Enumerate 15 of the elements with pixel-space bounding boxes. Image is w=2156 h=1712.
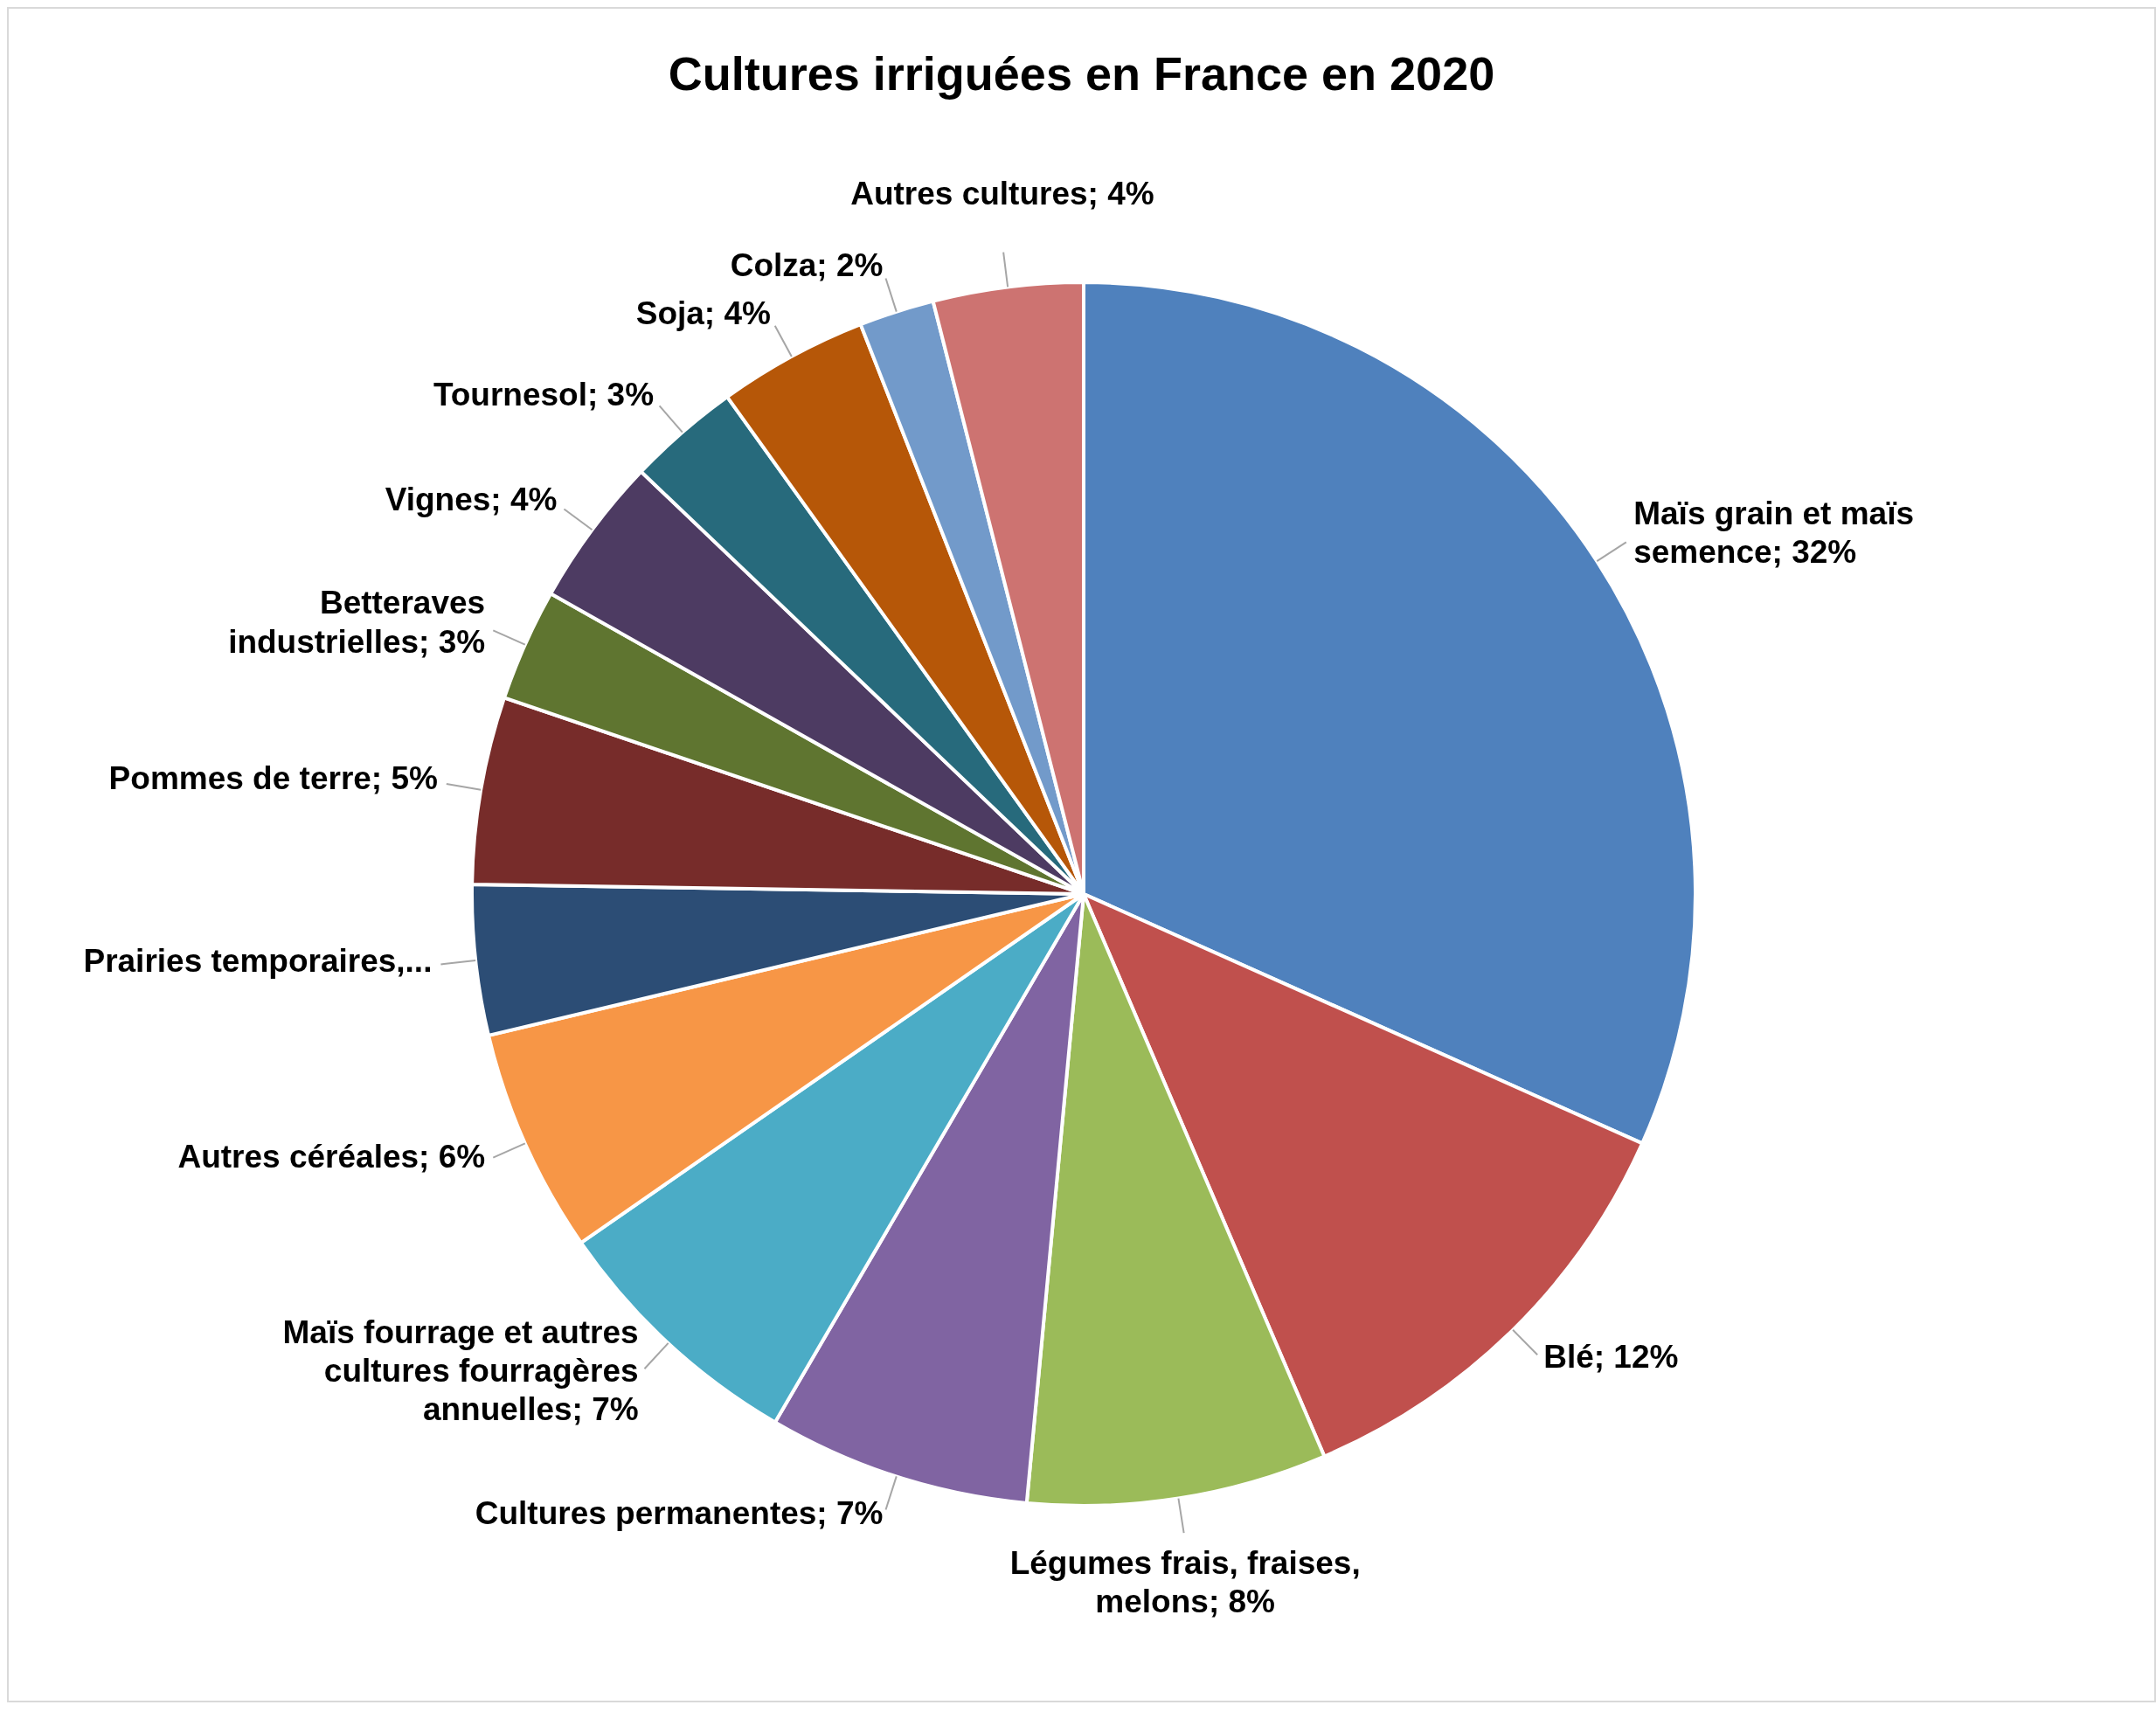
slice-label: Blé; 12% — [1543, 1338, 1679, 1375]
slice-label: Betteraves industrielles; 3% — [228, 585, 486, 660]
slice-label: Tournesol; 3% — [433, 377, 655, 413]
chart-title: Cultures irriguées en France en 2020 — [668, 47, 1495, 100]
slice-label: Colza; 2% — [730, 247, 884, 284]
slice-label: Autres céréales; 6% — [177, 1139, 486, 1175]
slice-label: Pommes de terre; 5% — [108, 759, 438, 796]
slice-label: Autres cultures; 4% — [850, 176, 1154, 212]
slice-label: Maïs fourrage et autres cultures fourragères annuelles; 7% — [282, 1313, 639, 1428]
slice-label: Vignes; 4% — [385, 481, 558, 517]
slice-label: Maïs grain et maïs semence; 32% — [1633, 496, 1915, 571]
slice-label: Prairies temporaires,... — [83, 942, 433, 979]
slice-label: Cultures permanentes; 7% — [475, 1495, 884, 1532]
slice-label: Soja; 4% — [635, 295, 771, 332]
slice-label: Légumes frais, fraises, melons; 8% — [1009, 1544, 1361, 1620]
